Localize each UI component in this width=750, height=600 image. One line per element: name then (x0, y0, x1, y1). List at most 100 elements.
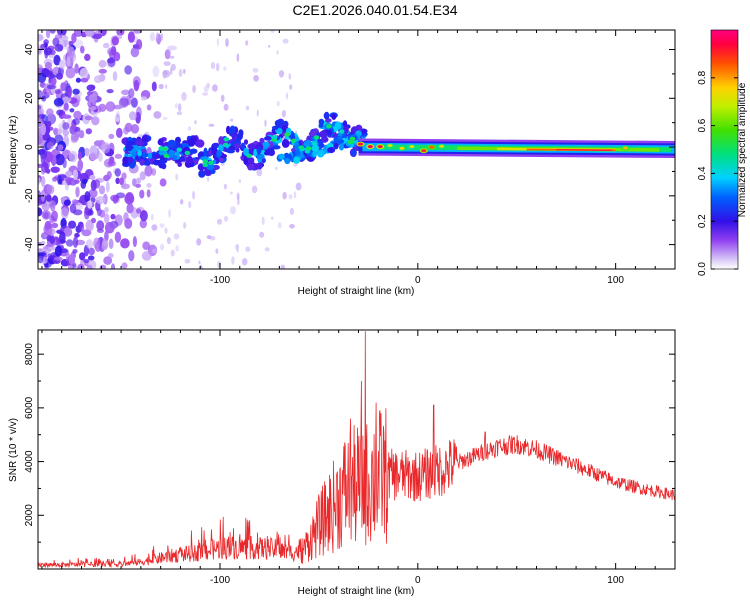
spectrogram-echo-blob (141, 152, 147, 159)
spectrogram-noise-blob (46, 113, 57, 125)
spectrogram-echo-blob (226, 149, 235, 154)
spectrogram-echo-blob (272, 145, 281, 150)
spectrogram-noise-blob (63, 102, 69, 111)
spectrogram-y-tick-label: 40 (24, 44, 35, 56)
spectrogram-noise-blob (40, 43, 46, 50)
spectrogram-noise-blob (136, 177, 141, 184)
spectrogram-noise-blob (72, 169, 79, 180)
spectrogram-noise-blob (278, 70, 285, 78)
spectrogram-noise-blob (146, 104, 152, 111)
spectrogram-noise-blob (121, 262, 128, 269)
spectrogram-noise-blob (85, 128, 93, 135)
spectrogram-noise-blob (44, 61, 53, 70)
spectrogram-noise-blob (88, 93, 98, 103)
spectrogram-noise-blob (223, 66, 227, 71)
spectrogram-echo-blob (243, 139, 249, 145)
spectrogram-echo-blob (622, 146, 629, 150)
spectrogram-noise-blob (159, 223, 165, 228)
spectrogram-noise-blob (54, 44, 64, 52)
spectrogram-noise-blob (124, 193, 135, 205)
colorbar: 0.0 0.2 0.4 0.6 0.8 Normalized spectral ampl… (697, 29, 748, 276)
spectrogram-noise-blob (259, 231, 265, 238)
spectrogram-noise-blob (238, 179, 242, 184)
spectrogram-noise-blob (132, 236, 137, 248)
spectrogram-noise-blob (93, 75, 103, 84)
spectrogram-echo-blob (293, 156, 300, 164)
spectrogram-noise-blob (139, 219, 147, 229)
spectrogram-echo-blob (271, 125, 279, 130)
spectrogram-noise-blob (188, 201, 192, 209)
spectrogram-noise-blob (63, 227, 73, 237)
spectrogram-noise-blob (72, 88, 80, 95)
snr-x-tick-label: 100 (607, 575, 624, 586)
spectrogram-noise-blob (49, 30, 56, 34)
spectrogram-noise-blob (46, 141, 54, 150)
spectrogram-noise-blob (68, 220, 77, 229)
spectrogram-noise-blob (128, 250, 135, 262)
spectrogram-noise-blob (126, 203, 134, 214)
spectrogram-echo-blob (122, 156, 128, 165)
snr-frame (37, 329, 676, 570)
spectrogram-echo-blob (274, 119, 283, 127)
spectrogram-noise-blob (223, 103, 229, 111)
spectrogram-noise-blob (120, 238, 130, 249)
spectrogram-noise-blob (264, 119, 267, 127)
spectrogram-echo-blob (202, 162, 209, 168)
spectrogram-noise-blob (103, 42, 110, 49)
spectrogram-noise-blob (130, 97, 138, 108)
spectrogram-noise-blob (151, 224, 158, 231)
spectrogram-noise-blob (84, 191, 91, 203)
spectrogram-noise-blob (245, 40, 249, 46)
spectrogram-echo-blob (246, 153, 252, 158)
spectrogram-noise-blob (73, 30, 83, 37)
spectrogram-x-tick-label: -100 (210, 275, 230, 286)
spectrogram-noise-blob (144, 165, 153, 177)
spectrogram-noise-blob (104, 213, 110, 224)
spectrogram-echo-blob (312, 150, 317, 158)
spectrogram-echo-blob (208, 160, 214, 165)
spectrogram-noise-blob (251, 185, 258, 194)
spectrogram-noise-blob (196, 238, 202, 246)
spectrogram-noise-blob (110, 263, 116, 269)
spectrogram-noise-blob (183, 68, 186, 74)
spectrogram-noise-blob (281, 109, 287, 118)
spectrogram-echo-blob (184, 150, 191, 156)
spectrogram-noise-blob (140, 96, 148, 101)
spectrogram-noise-blob (270, 30, 275, 33)
spectrogram-noise-blob (46, 84, 56, 90)
spectrogram-noise-blob (66, 56, 71, 67)
spectrogram-noise-blob (52, 37, 60, 47)
spectrogram-noise-blob (115, 177, 120, 184)
spectrogram-noise-blob (209, 235, 216, 241)
spectrogram-echo-blob (313, 135, 320, 140)
snr-background (38, 330, 675, 569)
spectrogram-noise-blob (252, 67, 259, 73)
spectrogram-noise-blob (107, 56, 116, 68)
spectrogram-echo-blob (339, 129, 345, 134)
spectrogram-noise-blob (74, 131, 80, 139)
spectrogram-noise-blob (91, 217, 96, 224)
spectrogram-noise-blob (168, 209, 172, 218)
colorbar-tick-label: 0.0 (697, 262, 708, 276)
spectrogram-noise-blob (74, 63, 79, 74)
spectrogram-noise-blob (253, 75, 259, 82)
spectrogram-noise-blob (151, 81, 157, 92)
spectrogram-noise-blob (54, 153, 65, 166)
spectrogram-echo-blob (399, 146, 405, 150)
snr-panel: -100 0 100 2000 4000 6000 8000 Height of strai… (8, 329, 676, 597)
spectrogram-echo-blob (249, 157, 255, 164)
spectrogram-echo-blob (271, 135, 278, 140)
spectrogram-noise-blob (84, 147, 90, 157)
spectrogram-echo-blob (339, 143, 344, 151)
spectrogram-noise-blob (72, 236, 79, 248)
spectrogram-noise-blob (175, 245, 179, 252)
spectrogram-noise-blob (139, 171, 146, 181)
spectrogram-noise-blob (160, 33, 163, 41)
spectrogram-noise-blob (136, 208, 142, 214)
spectrogram-noise-blob (79, 67, 89, 79)
snr-y-tick-label: 4000 (24, 450, 35, 473)
spectrogram-noise-blob (91, 116, 100, 126)
spectrogram-echo-blob (189, 148, 198, 154)
spectrogram-echo-blob (168, 149, 175, 158)
spectrogram-echo-blob (167, 139, 177, 148)
